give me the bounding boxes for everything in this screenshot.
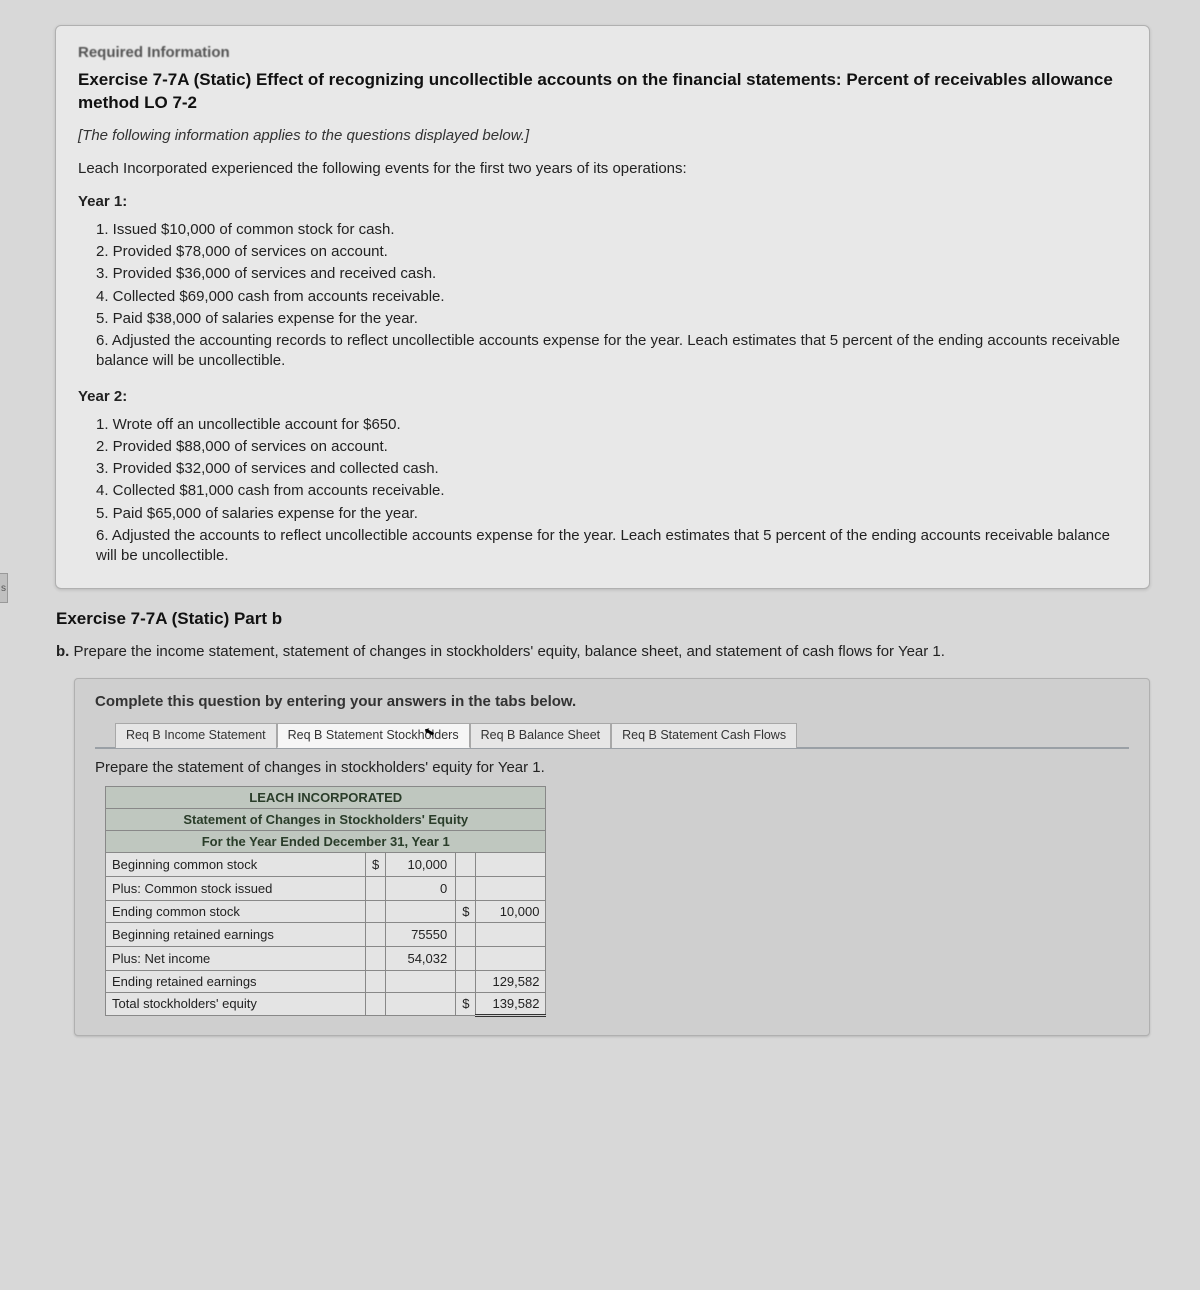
row-label[interactable]: Beginning common stock [106,852,366,876]
prepare-instruction: Prepare the statement of changes in stoc… [95,759,1129,776]
table-row: Beginning retained earnings [106,922,546,946]
table-header-company: LEACH INCORPORATED [106,786,546,808]
tab-income-statement[interactable]: Req B Income Statement [115,723,277,747]
value-input[interactable] [392,950,449,967]
table-row: Plus: Net income [106,946,546,970]
required-info-label: Required Information [78,44,1127,61]
instruction-line: Complete this question by entering your … [75,693,1149,722]
tabs-row: Req B Income Statement Req B Statement S… [95,722,1129,748]
value-cell-col2 [476,946,546,970]
row-label[interactable]: Beginning retained earnings [106,922,366,946]
currency-symbol [366,876,386,900]
currency-symbol [366,970,386,992]
currency-symbol: $ [366,852,386,876]
table-header-title: Statement of Changes in Stockholders' Eq… [106,808,546,830]
year2-event: 2. Provided $88,000 of services on accou… [96,437,1127,457]
part-b-description: b. Prepare the income statement, stateme… [56,643,1150,660]
year2-event: 6. Adjusted the accounts to reflect unco… [96,526,1127,567]
table-row: Total stockholders' equity $139,582 [106,992,546,1015]
table-row: Beginning common stock$ [106,852,546,876]
currency-symbol: $ [456,900,476,922]
value-input[interactable] [392,926,449,943]
row-label[interactable]: Ending retained earnings [106,970,366,992]
value-input[interactable] [392,880,449,897]
value-cell-col1[interactable] [386,992,456,1015]
year1-events: 1. Issued $10,000 of common stock for ca… [96,220,1127,372]
year2-event: 5. Paid $65,000 of salaries expense for … [96,504,1127,524]
value-cell-col2 [476,922,546,946]
value-cell-col2 [476,876,546,900]
year2-event: 4. Collected $81,000 cash from accounts … [96,481,1127,501]
value-cell-col1[interactable] [386,970,456,992]
value-cell-col2: 10,000 [476,900,546,922]
statement-title: Statement of Changes in Stockholders' Eq… [106,808,546,830]
row-label[interactable]: Ending common stock [106,900,366,922]
row-label[interactable]: Plus: Net income [106,946,366,970]
value-cell-col1[interactable] [386,946,456,970]
year1-event: 5. Paid $38,000 of salaries expense for … [96,309,1127,329]
answer-panel: Complete this question by entering your … [74,678,1150,1035]
currency-symbol [456,922,476,946]
currency-symbol [456,970,476,992]
value-input[interactable] [392,856,449,873]
tab-balance-sheet[interactable]: Req B Balance Sheet [470,723,612,747]
value-cell-col2 [476,852,546,876]
value-cell-col1[interactable] [386,922,456,946]
currency-symbol: $ [456,992,476,1015]
exercise-title: Exercise 7-7A (Static) Effect of recogni… [78,69,1127,115]
year2-events: 1. Wrote off an uncollectible account fo… [96,415,1127,567]
tab-cash-flows[interactable]: Req B Statement Cash Flows [611,723,797,747]
value-cell-col1[interactable] [386,900,456,922]
year1-event: 2. Provided $78,000 of services on accou… [96,242,1127,262]
row-label[interactable]: Total stockholders' equity [106,992,366,1015]
statement-period: For the Year Ended December 31, Year 1 [106,830,546,852]
currency-symbol [456,946,476,970]
tab-statement-stockholders[interactable]: Req B Statement Stockholders ⬉ [277,723,470,747]
value-cell-col1[interactable] [386,852,456,876]
required-info-card: Required Information Exercise 7-7A (Stat… [55,25,1150,589]
year1-event: 6. Adjusted the accounting records to re… [96,331,1127,372]
year2-header: Year 2: [78,388,1127,405]
year1-event: 1. Issued $10,000 of common stock for ca… [96,220,1127,240]
stockholders-equity-table: LEACH INCORPORATED Statement of Changes … [105,786,546,1017]
value-cell-col2: 129,582 [476,970,546,992]
value-cell-col2: 139,582 [476,992,546,1015]
page-root: s Required Information Exercise 7-7A (St… [0,0,1200,1290]
year1-event: 3. Provided $36,000 of services and rece… [96,264,1127,284]
intro-line: Leach Incorporated experienced the follo… [78,160,1127,177]
currency-symbol [366,946,386,970]
table-row: Plus: Common stock issued [106,876,546,900]
table-row: Ending common stock $10,000 [106,900,546,922]
applies-note: [The following information applies to th… [78,127,1127,144]
statement-table-wrap: LEACH INCORPORATED Statement of Changes … [105,786,1149,1017]
year2-event: 3. Provided $32,000 of services and coll… [96,459,1127,479]
table-header-period: For the Year Ended December 31, Year 1 [106,830,546,852]
currency-symbol [456,852,476,876]
part-b-title: Exercise 7-7A (Static) Part b [56,609,1200,629]
currency-symbol [366,900,386,922]
company-name: LEACH INCORPORATED [106,786,546,808]
currency-symbol [456,876,476,900]
year1-event: 4. Collected $69,000 cash from accounts … [96,287,1127,307]
currency-symbol [366,922,386,946]
part-b-lead: b. [56,643,69,660]
value-cell-col1[interactable] [386,876,456,900]
currency-symbol [366,992,386,1015]
part-b-text: Prepare the income statement, statement … [69,643,945,660]
left-edge-tab: s [0,573,8,603]
row-label[interactable]: Plus: Common stock issued [106,876,366,900]
year2-event: 1. Wrote off an uncollectible account fo… [96,415,1127,435]
year1-header: Year 1: [78,193,1127,210]
table-row: Ending retained earnings 129,582 [106,970,546,992]
